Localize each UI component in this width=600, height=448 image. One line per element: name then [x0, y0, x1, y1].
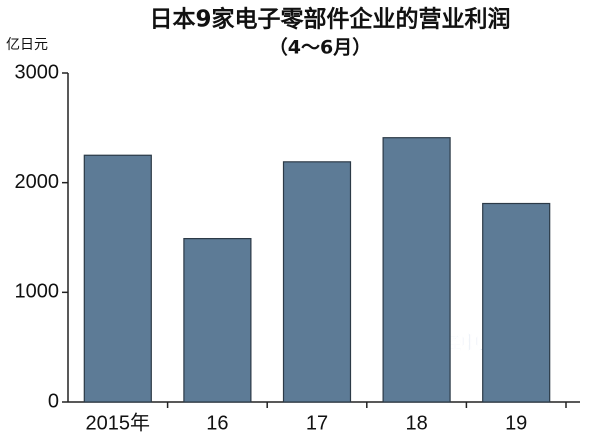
x-tick-label: 16 [206, 412, 228, 434]
bar [183, 237, 252, 403]
chart-subtitle: （4～6月） [269, 36, 371, 59]
bar [382, 137, 451, 403]
x-tick-label: 19 [505, 412, 527, 434]
y-tick-label: 3000 [15, 61, 60, 83]
bar [482, 202, 551, 403]
y-axis-label: 亿日元 [6, 37, 48, 53]
x-tick-label: 2015年 [86, 411, 151, 434]
y-tick-label: 1000 [15, 281, 60, 303]
bar [282, 161, 352, 403]
chart-title: 日本9家电子零部件企业的营业利润 [149, 6, 510, 33]
x-tick-label: 18 [405, 412, 427, 434]
y-tick-label: 2000 [15, 171, 60, 193]
y-tick-label: 0 [48, 390, 59, 412]
x-tick-label: 17 [306, 412, 328, 434]
bar [83, 154, 152, 403]
